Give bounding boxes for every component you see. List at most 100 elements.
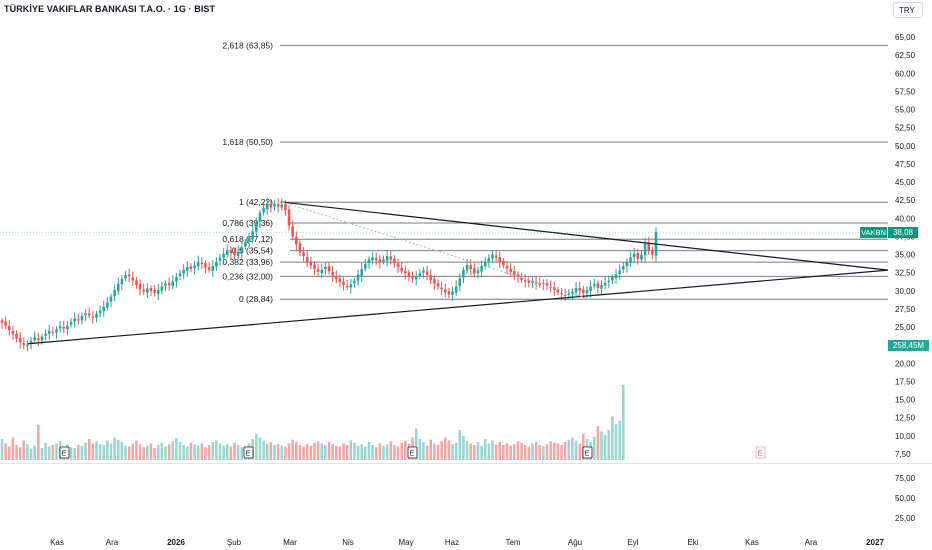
candle-body[interactable] bbox=[582, 289, 585, 294]
volume-bar[interactable] bbox=[269, 442, 273, 460]
candle-body[interactable] bbox=[95, 314, 98, 318]
volume-bar[interactable] bbox=[131, 443, 135, 461]
volume-bar[interactable] bbox=[538, 445, 542, 460]
candle-body[interactable] bbox=[473, 268, 476, 274]
volume-bar[interactable] bbox=[29, 448, 33, 460]
candle-body[interactable] bbox=[374, 258, 378, 261]
volume-bar[interactable] bbox=[240, 447, 244, 460]
candle-body[interactable] bbox=[7, 325, 11, 330]
volume-bar[interactable] bbox=[342, 443, 345, 461]
volume-bar[interactable] bbox=[15, 445, 18, 460]
candle-body[interactable] bbox=[291, 226, 294, 237]
candle-body[interactable] bbox=[320, 269, 324, 273]
candle-body[interactable] bbox=[305, 257, 309, 262]
candle-body[interactable] bbox=[280, 204, 284, 208]
volume-bar[interactable] bbox=[298, 445, 302, 460]
candle-body[interactable] bbox=[425, 271, 429, 275]
volume-bar[interactable] bbox=[440, 441, 443, 460]
volume-bar[interactable] bbox=[433, 443, 436, 461]
volume-bar[interactable] bbox=[367, 442, 371, 460]
candle-body[interactable] bbox=[367, 259, 371, 264]
candle-body[interactable] bbox=[603, 282, 607, 286]
volume-bar[interactable] bbox=[549, 441, 552, 460]
candle-body[interactable] bbox=[229, 249, 233, 254]
volume-bar[interactable] bbox=[527, 446, 531, 461]
volume-bar[interactable] bbox=[364, 446, 367, 461]
candle-body[interactable] bbox=[26, 344, 29, 346]
candle-body[interactable] bbox=[494, 255, 498, 258]
volume-bar[interactable] bbox=[400, 442, 403, 460]
volume-bar[interactable] bbox=[40, 448, 44, 460]
candle-body[interactable] bbox=[400, 267, 403, 272]
candle-body[interactable] bbox=[465, 264, 469, 271]
candle-body[interactable] bbox=[29, 340, 33, 344]
volume-bar[interactable] bbox=[393, 445, 396, 460]
candle-body[interactable] bbox=[44, 333, 47, 336]
volume-bar[interactable] bbox=[80, 445, 84, 460]
candle-body[interactable] bbox=[116, 283, 120, 292]
candle-body[interactable] bbox=[411, 276, 414, 279]
candle-body[interactable] bbox=[313, 264, 316, 270]
candle-body[interactable] bbox=[324, 266, 327, 270]
candle-body[interactable] bbox=[106, 302, 109, 308]
candle-body[interactable] bbox=[77, 319, 80, 321]
candle-body[interactable] bbox=[454, 286, 458, 293]
volume-bar[interactable] bbox=[149, 443, 153, 461]
candle-body[interactable] bbox=[345, 286, 349, 288]
volume-bar[interactable] bbox=[338, 446, 342, 461]
candle-body[interactable] bbox=[149, 288, 153, 291]
volume-bar[interactable] bbox=[523, 445, 527, 460]
candle-body[interactable] bbox=[327, 266, 331, 272]
candle-body[interactable] bbox=[211, 266, 215, 271]
volume-bar[interactable] bbox=[462, 436, 465, 460]
candle-body[interactable] bbox=[513, 271, 516, 275]
candle-body[interactable] bbox=[33, 337, 36, 341]
volume-bar[interactable] bbox=[276, 444, 280, 460]
candle-body[interactable] bbox=[62, 326, 66, 329]
candle-body[interactable] bbox=[218, 257, 222, 261]
candle-body[interactable] bbox=[436, 283, 440, 287]
candle-body[interactable] bbox=[378, 259, 382, 263]
volume-bar[interactable] bbox=[552, 442, 556, 460]
volume-bar[interactable] bbox=[345, 445, 349, 460]
candle-body[interactable] bbox=[614, 274, 618, 279]
volume-bar[interactable] bbox=[265, 443, 269, 461]
candle-body[interactable] bbox=[331, 271, 334, 276]
candle-body[interactable] bbox=[309, 261, 313, 266]
volume-bar[interactable] bbox=[109, 443, 113, 461]
volume-bar[interactable] bbox=[196, 445, 200, 460]
volume-bar[interactable] bbox=[255, 433, 258, 460]
candle-body[interactable] bbox=[502, 260, 505, 266]
volume-bar[interactable] bbox=[465, 441, 469, 460]
volume-bar[interactable] bbox=[7, 446, 11, 461]
candle-body[interactable] bbox=[356, 274, 360, 281]
candle-body[interactable] bbox=[175, 277, 178, 282]
volume-bar[interactable] bbox=[389, 441, 393, 460]
volume-bar[interactable] bbox=[483, 439, 487, 460]
volume-bar[interactable] bbox=[211, 442, 215, 460]
candle-body[interactable] bbox=[40, 336, 44, 341]
volume-bar[interactable] bbox=[451, 444, 454, 460]
candle-body[interactable] bbox=[287, 209, 291, 226]
candle-body[interactable] bbox=[480, 266, 483, 272]
candle-body[interactable] bbox=[302, 252, 305, 257]
volume-bar[interactable] bbox=[218, 443, 222, 461]
volume-bar[interactable] bbox=[425, 445, 429, 460]
candle-body[interactable] bbox=[265, 204, 269, 210]
earnings-marker[interactable] bbox=[59, 446, 70, 459]
volume-bar[interactable] bbox=[414, 428, 418, 461]
volume-bar[interactable] bbox=[51, 445, 55, 460]
candle-body[interactable] bbox=[167, 283, 171, 286]
candle-body[interactable] bbox=[520, 278, 523, 280]
volume-bar[interactable] bbox=[204, 447, 207, 460]
fib-trend-guide[interactable] bbox=[282, 201, 591, 300]
candle-body[interactable] bbox=[418, 273, 422, 277]
candle-body[interactable] bbox=[516, 274, 520, 278]
volume-bar[interactable] bbox=[382, 445, 385, 460]
candle-body[interactable] bbox=[37, 338, 40, 341]
candle-body[interactable] bbox=[414, 277, 418, 280]
volume-bar[interactable] bbox=[55, 443, 58, 461]
volume-bar[interactable] bbox=[295, 442, 298, 460]
candle-body[interactable] bbox=[469, 265, 472, 270]
